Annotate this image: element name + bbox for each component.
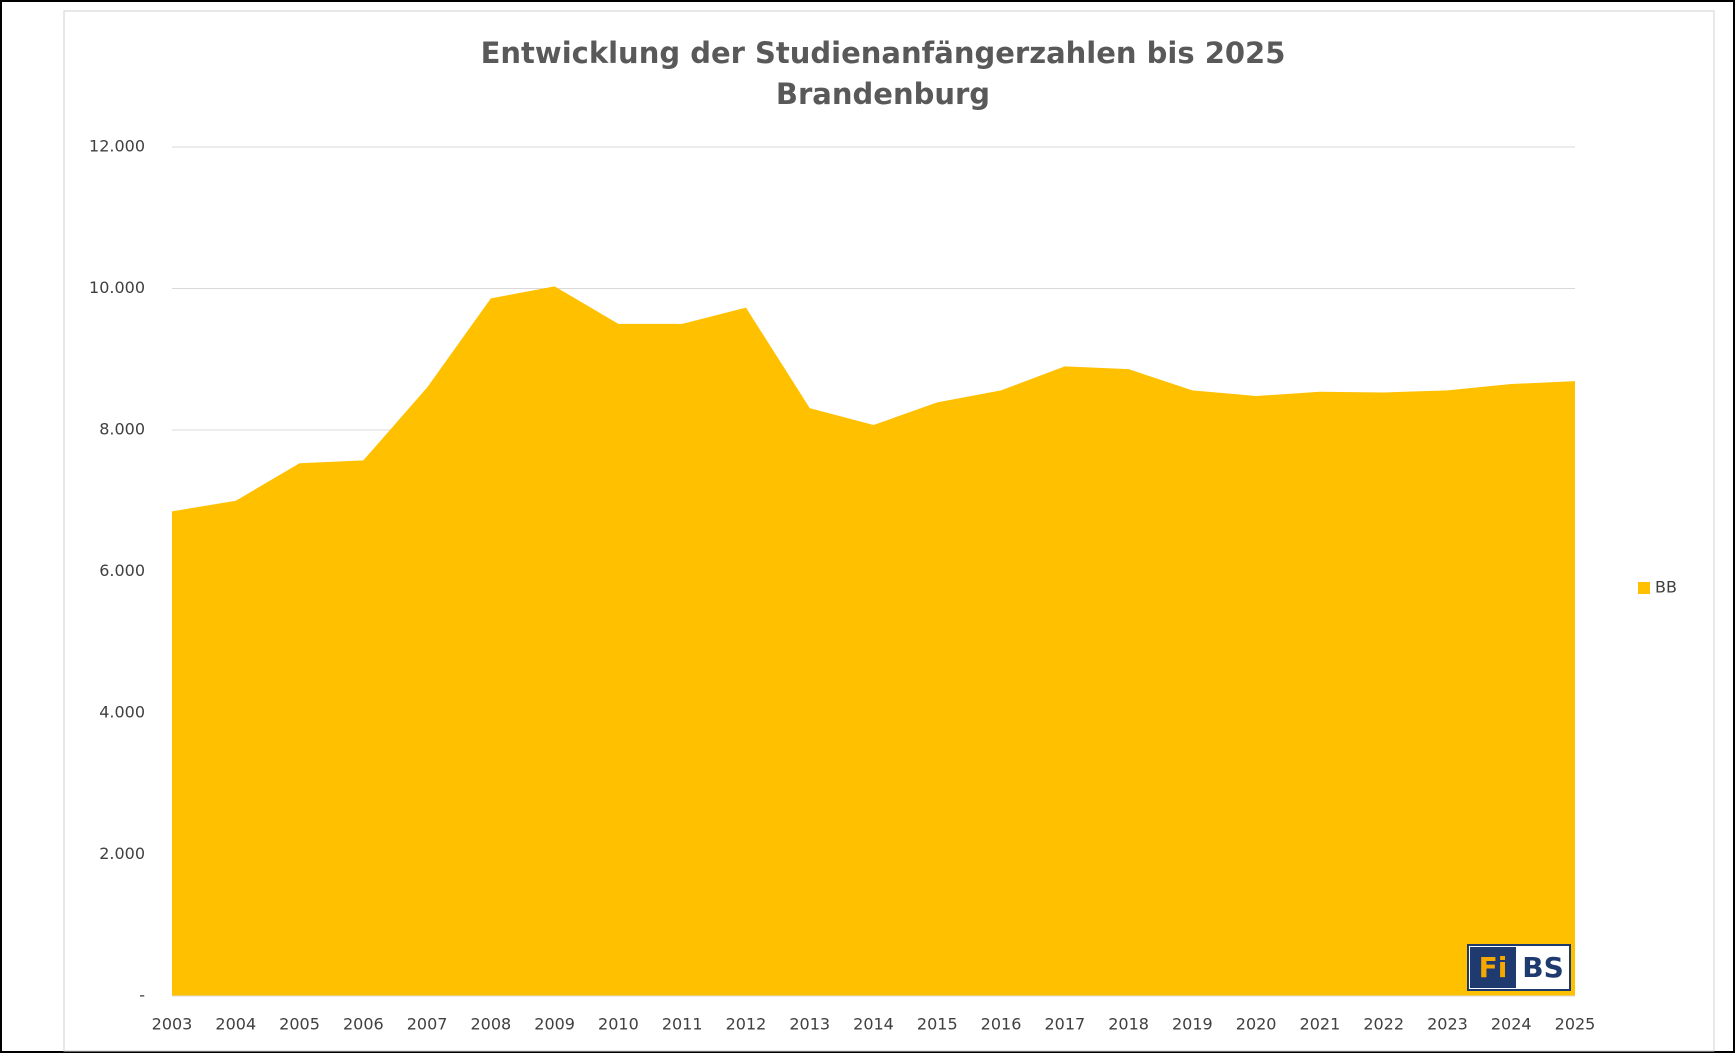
x-tick-label: 2023 <box>1427 1015 1468 1034</box>
x-tick-label: 2009 <box>534 1015 575 1034</box>
x-tick-label: 2020 <box>1236 1015 1277 1034</box>
y-tick-label: 2.000 <box>99 844 145 863</box>
y-tick-label: 12.000 <box>89 137 145 156</box>
chart-title: Entwicklung der Studienanfängerzahlen bi… <box>481 36 1286 70</box>
chart-subtitle: Brandenburg <box>776 77 990 111</box>
legend-swatch <box>1638 582 1650 594</box>
legend-label: BB <box>1655 578 1677 597</box>
logo-text-right: BS <box>1522 951 1564 984</box>
y-tick-label: 4.000 <box>99 703 145 722</box>
logo-block <box>1470 947 1516 988</box>
x-tick-label: 2022 <box>1363 1015 1404 1034</box>
y-tick-label: 8.000 <box>99 420 145 439</box>
x-tick-label: 2017 <box>1044 1015 1085 1034</box>
x-tick-label: 2025 <box>1555 1015 1596 1034</box>
x-tick-label: 2021 <box>1300 1015 1341 1034</box>
y-tick-label: 10.000 <box>89 278 145 297</box>
x-tick-label: 2018 <box>1108 1015 1149 1034</box>
x-tick-label: 2015 <box>917 1015 958 1034</box>
logo: Fi BS <box>1467 944 1571 991</box>
x-tick-label: 2011 <box>662 1015 703 1034</box>
x-tick-label: 2010 <box>598 1015 639 1034</box>
x-tick-label: 2016 <box>981 1015 1022 1034</box>
x-tick-label: 2007 <box>407 1015 448 1034</box>
y-tick-label: - <box>139 986 145 1005</box>
x-tick-label: 2024 <box>1491 1015 1532 1034</box>
axis-labels: - 2.000 4.000 6.000 8.000 10.000 12.000 BB 2003 2… <box>89 137 1677 1034</box>
x-tick-label: 2014 <box>853 1015 894 1034</box>
area <box>172 286 1575 996</box>
x-tick-label: 2003 <box>152 1015 193 1034</box>
x-tick-label: 2019 <box>1172 1015 1213 1034</box>
y-tick-label: 6.000 <box>99 561 145 580</box>
plot <box>172 286 1575 996</box>
logo-text-left: Fi <box>1479 951 1508 984</box>
x-tick-label: 2005 <box>279 1015 320 1034</box>
x-tick-label: 2012 <box>726 1015 767 1034</box>
x-tick-label: 2006 <box>343 1015 384 1034</box>
x-tick-label: 2008 <box>471 1015 512 1034</box>
x-tick-label: 2004 <box>215 1015 256 1034</box>
x-tick-label: 2013 <box>789 1015 830 1034</box>
